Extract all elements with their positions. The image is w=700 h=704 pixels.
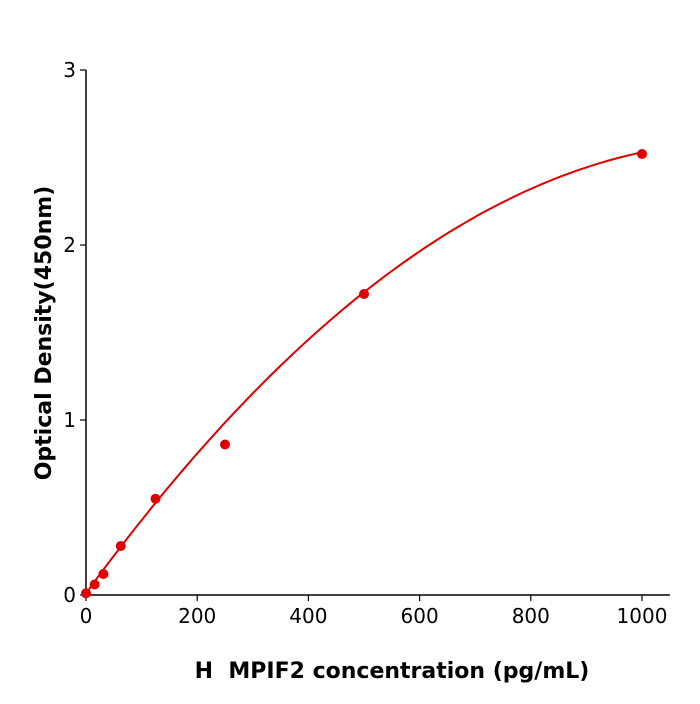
x-tick-label: 800	[512, 604, 550, 628]
y-tick-label: 1	[63, 408, 76, 432]
data-point	[220, 439, 230, 450]
x-tick-label: 600	[401, 604, 439, 628]
data-point	[81, 588, 91, 599]
x-tick-label: 1000	[617, 604, 668, 628]
data-point	[98, 569, 109, 579]
data-points	[81, 149, 647, 599]
axes: 0 200 400 600 800 1000 0 1 2 3	[63, 58, 670, 628]
data-point	[150, 493, 161, 504]
y-tick-label: 2	[63, 233, 76, 257]
x-tick-label: 400	[289, 604, 327, 628]
y-tick-label: 3	[63, 58, 76, 82]
x-tick-label: 200	[178, 604, 216, 628]
y-tick-label: 0	[63, 583, 76, 607]
data-point	[637, 149, 647, 159]
x-axis-label: H MPIF2 concentration (pg/mL)	[195, 659, 590, 684]
data-point	[115, 541, 126, 551]
data-point	[359, 289, 369, 299]
fit-curve	[85, 151, 643, 594]
data-point	[89, 579, 100, 590]
y-axis-label: Optical Density(450nm)	[32, 186, 57, 481]
x-tick-label: 0	[80, 604, 93, 628]
